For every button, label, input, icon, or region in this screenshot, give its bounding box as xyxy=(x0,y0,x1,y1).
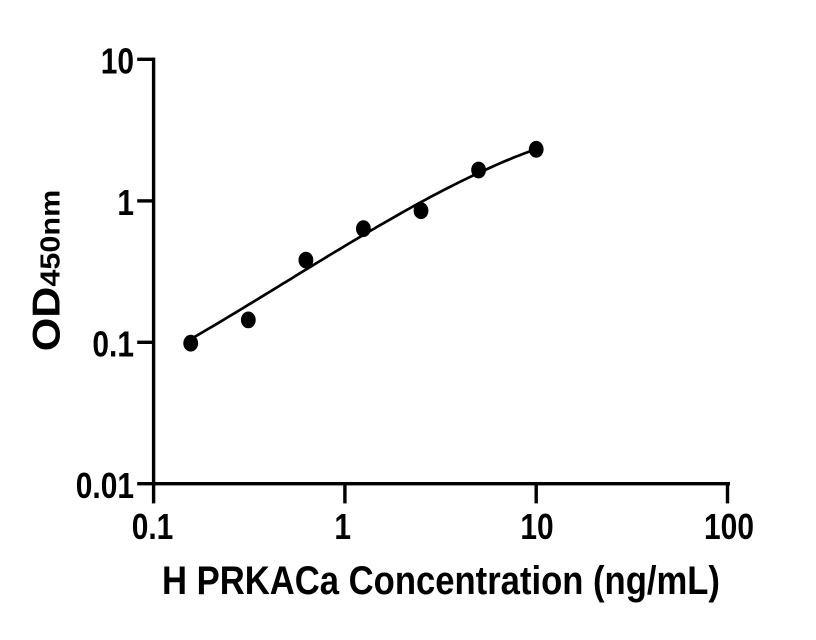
svg-text:0.01: 0.01 xyxy=(76,466,134,506)
svg-text:100: 100 xyxy=(704,507,754,547)
svg-text:1: 1 xyxy=(117,183,134,223)
svg-text:OD450nm: OD450nm xyxy=(24,190,68,352)
svg-text:0.1: 0.1 xyxy=(92,325,134,365)
svg-text:10: 10 xyxy=(101,42,134,82)
svg-text:1: 1 xyxy=(334,507,351,547)
svg-text:10: 10 xyxy=(520,507,553,547)
svg-text:0.1: 0.1 xyxy=(132,507,174,547)
svg-text:H PRKACa Concentration (ng/mL): H PRKACa Concentration (ng/mL) xyxy=(162,558,720,603)
